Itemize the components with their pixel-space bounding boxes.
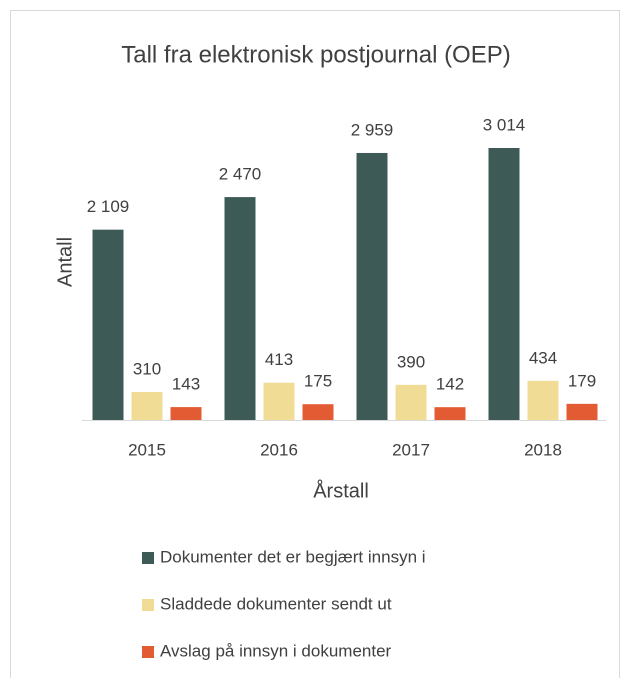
legend-label: Dokumenter det er begjært innsyn i: [160, 547, 426, 566]
data-label: 142: [436, 375, 464, 394]
bar: [170, 407, 202, 420]
legend-swatch: [142, 646, 154, 658]
data-label: 413: [265, 350, 293, 369]
data-label: 175: [304, 372, 332, 391]
bar: [131, 392, 163, 420]
data-label: 179: [568, 371, 596, 390]
data-label: 2 109: [87, 197, 130, 216]
x-tick-label: 2016: [260, 440, 298, 459]
x-tick-label: 2018: [524, 440, 562, 459]
data-label: 143: [172, 375, 200, 394]
bar: [356, 152, 388, 420]
chart-title: Tall fra elektronisk postjournal (OEP): [121, 41, 510, 68]
x-axis-title: Årstall: [313, 479, 369, 502]
data-label: 3 014: [483, 115, 526, 134]
bar: [224, 197, 256, 420]
bar: [488, 148, 520, 420]
data-label: 310: [133, 360, 161, 379]
x-tick-label: 2015: [128, 440, 166, 459]
bar: [302, 404, 334, 420]
bar: [434, 407, 466, 420]
y-axis-title: Antall: [54, 237, 76, 287]
legend-label: Sladdede dokumenter sendt ut: [160, 594, 392, 613]
data-label: 390: [397, 352, 425, 371]
x-tick-label: 2017: [392, 440, 430, 459]
bar: [263, 382, 295, 420]
legend-label: Avslag på innsyn i dokumenter: [160, 641, 392, 660]
legend-swatch: [142, 552, 154, 564]
bar: [527, 380, 559, 420]
bar: [92, 229, 124, 420]
bar: [566, 403, 598, 420]
data-label: 2 470: [219, 165, 262, 184]
data-label: 2 959: [351, 120, 394, 139]
legend-swatch: [142, 599, 154, 611]
bar: [395, 384, 427, 420]
data-label: 434: [529, 348, 557, 367]
